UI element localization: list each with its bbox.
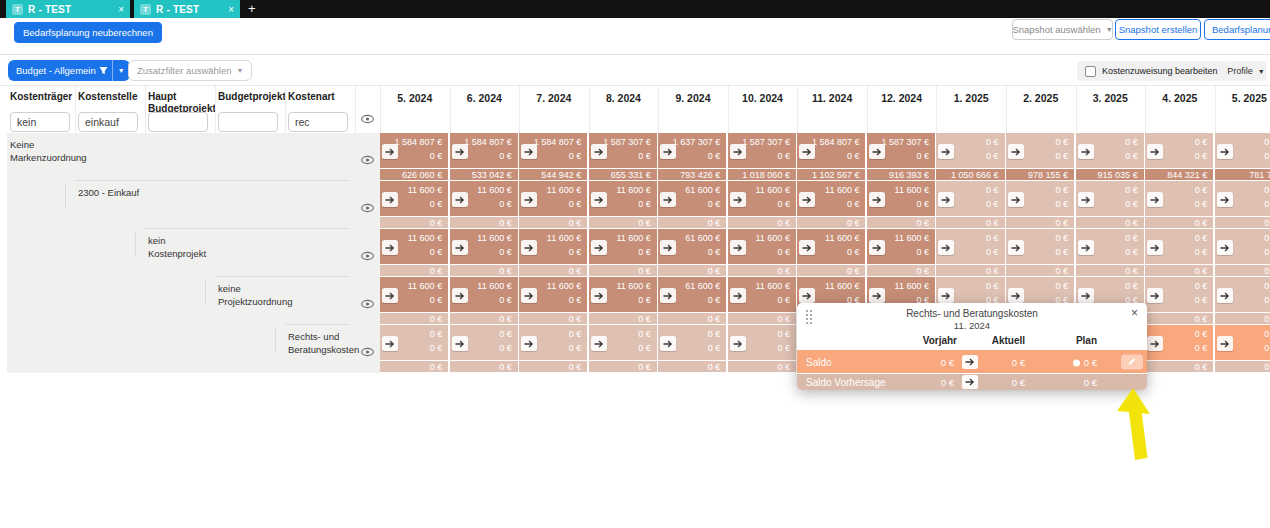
annotation-arrow	[0, 0, 1270, 528]
screen: T R - TEST × T R - TEST × + Bedarfsplanu…	[0, 0, 1270, 528]
